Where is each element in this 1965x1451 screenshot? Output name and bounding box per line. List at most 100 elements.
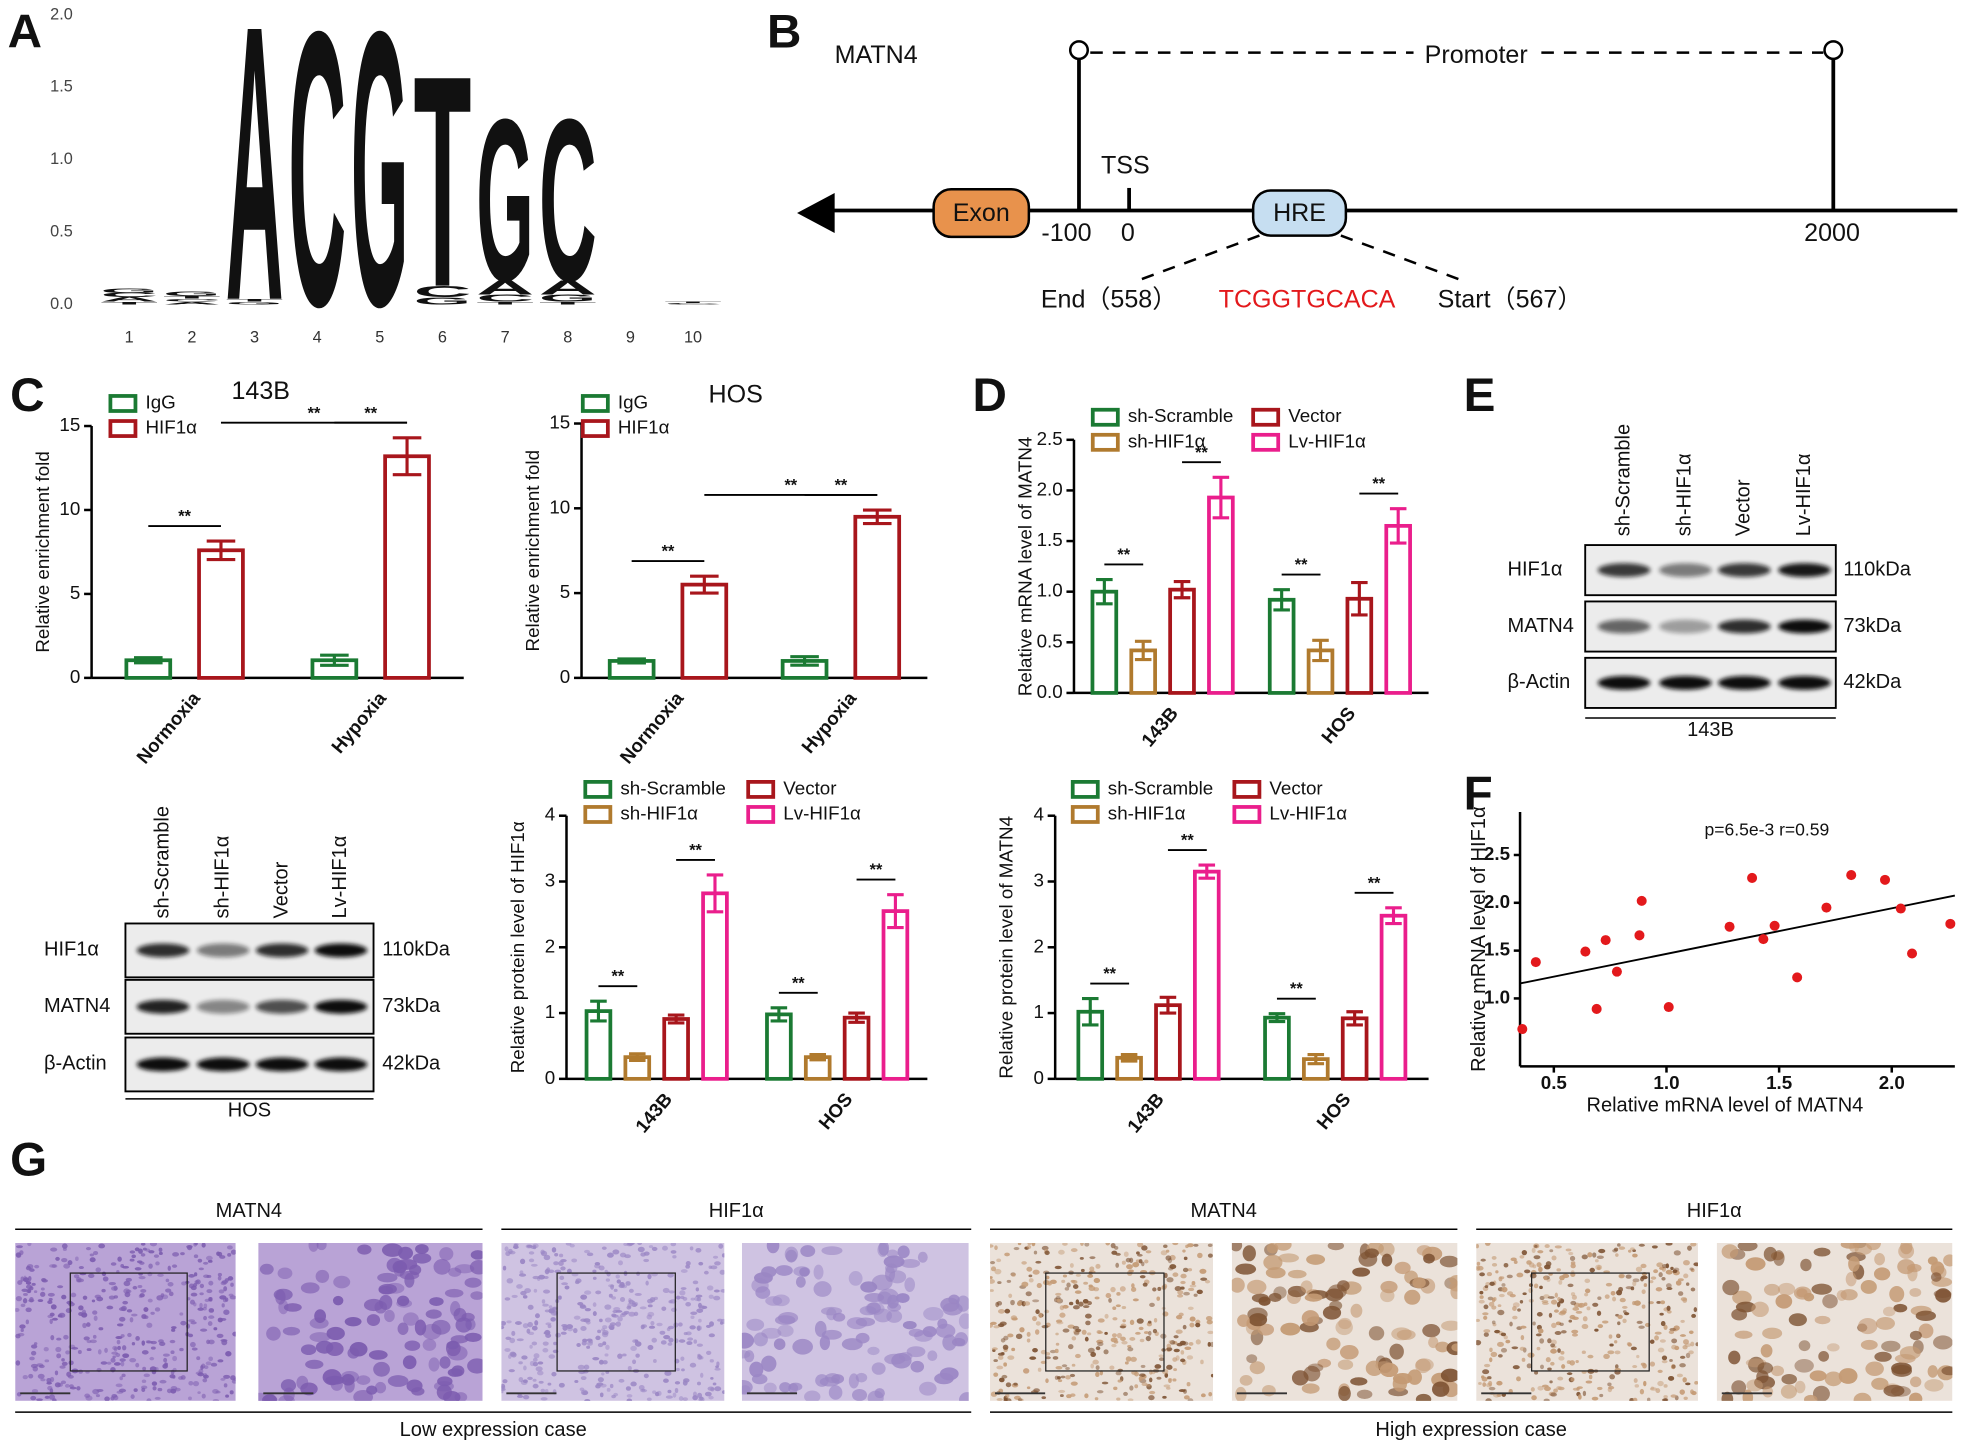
cell (993, 1372, 999, 1377)
logo-letter: T (539, 301, 597, 306)
cell (637, 1246, 645, 1253)
cell (68, 1360, 74, 1366)
legend-label: sh-Scramble (620, 777, 725, 798)
cell (602, 1360, 608, 1365)
cell (1690, 1341, 1695, 1347)
cell (1300, 1280, 1313, 1294)
cell (693, 1339, 698, 1344)
cell (559, 1275, 565, 1281)
cell (119, 1358, 126, 1362)
cell (1013, 1395, 1021, 1400)
cell (1673, 1325, 1680, 1331)
cell (1090, 1363, 1095, 1369)
cell (1528, 1283, 1534, 1288)
cell (1668, 1330, 1675, 1335)
cell (571, 1258, 578, 1263)
cell (513, 1243, 519, 1249)
cell (1561, 1364, 1566, 1369)
cell (506, 1278, 514, 1284)
cell (1019, 1327, 1025, 1333)
cell (1187, 1243, 1194, 1248)
cell (180, 1252, 185, 1256)
cell (1490, 1351, 1498, 1358)
cell (134, 1247, 140, 1252)
point (1758, 934, 1769, 945)
cell (1180, 1280, 1186, 1285)
cell (597, 1377, 604, 1383)
cell (1045, 1356, 1051, 1360)
cell (1623, 1312, 1630, 1316)
logo-letter: A (476, 276, 534, 298)
cell (1097, 1342, 1104, 1347)
cell (1693, 1307, 1698, 1313)
cell (917, 1251, 928, 1263)
cell (1432, 1381, 1450, 1397)
legend-label: HIF1α (145, 417, 197, 438)
cell (906, 1346, 926, 1358)
cell (674, 1381, 681, 1385)
cell (61, 1361, 68, 1366)
cell (47, 1292, 55, 1297)
cell (602, 1341, 607, 1346)
cell (51, 1317, 58, 1321)
cell (1630, 1247, 1635, 1251)
cell (141, 1350, 149, 1355)
cell (29, 1268, 35, 1272)
size-label: 110kDa (1843, 558, 1911, 580)
cell (1132, 1298, 1139, 1302)
cell (1608, 1334, 1613, 1339)
cell (1193, 1293, 1198, 1297)
cell (190, 1299, 195, 1305)
cell (96, 1296, 104, 1302)
logo-letter: A (100, 296, 158, 303)
cell (1187, 1268, 1193, 1272)
cell (537, 1276, 541, 1281)
cell (229, 1295, 236, 1300)
cell (608, 1324, 615, 1330)
cell (574, 1380, 579, 1383)
cell (1483, 1363, 1491, 1368)
cell (1134, 1371, 1139, 1377)
cell (203, 1261, 209, 1265)
cell (1181, 1341, 1189, 1346)
cell (1303, 1365, 1321, 1382)
cell (1172, 1357, 1178, 1362)
cell (1605, 1282, 1613, 1287)
cell (123, 1280, 131, 1287)
cell (1140, 1364, 1146, 1368)
cell (1673, 1250, 1681, 1256)
cell (1625, 1274, 1632, 1279)
cell (1248, 1313, 1268, 1327)
cell (1547, 1338, 1552, 1344)
cell (1041, 1325, 1049, 1329)
error-bar (862, 508, 892, 526)
cell (180, 1320, 187, 1326)
blot-band (314, 1057, 368, 1072)
cell (520, 1290, 527, 1296)
cell (139, 1293, 145, 1298)
cell (1156, 1296, 1161, 1301)
legend-swatch (580, 419, 610, 438)
cell (43, 1347, 49, 1352)
cell (1581, 1254, 1588, 1260)
cell (1674, 1345, 1680, 1351)
cell (703, 1270, 709, 1275)
error-bar (809, 1052, 826, 1062)
cell (40, 1291, 46, 1297)
cell (1503, 1262, 1509, 1268)
cell (1497, 1304, 1502, 1308)
cell (210, 1362, 218, 1367)
cell (1174, 1285, 1182, 1292)
cell (60, 1380, 67, 1385)
cell (1339, 1344, 1359, 1360)
lane-label: sh-HIF1α (211, 836, 233, 919)
cell (33, 1342, 38, 1346)
cell (1639, 1388, 1645, 1395)
cell (217, 1359, 224, 1363)
cell (1775, 1294, 1793, 1309)
cell (92, 1310, 98, 1315)
legend-swatch (580, 394, 610, 413)
cell (1127, 1398, 1134, 1401)
cell (31, 1389, 39, 1394)
cell (151, 1381, 158, 1386)
